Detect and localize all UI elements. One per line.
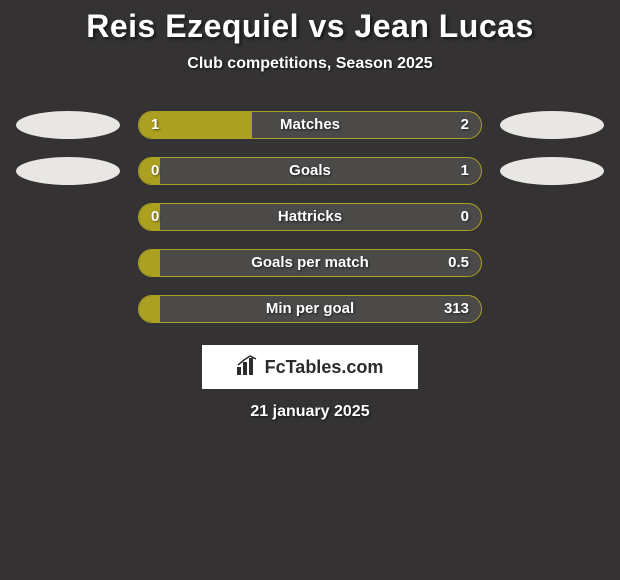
stat-label: Min per goal (139, 296, 481, 322)
spacer (16, 295, 120, 323)
branding-text: FcTables.com (265, 357, 384, 378)
date-label: 21 january 2025 (0, 403, 620, 421)
spacer (16, 203, 120, 231)
stat-bar: 01Goals (138, 157, 482, 185)
page-title: Reis Ezequiel vs Jean Lucas (0, 8, 620, 45)
stat-row: 00Hattricks (0, 203, 620, 231)
branding-box: FcTables.com (202, 345, 418, 389)
player-right-marker (500, 157, 604, 185)
player-left-marker (16, 157, 120, 185)
spacer (500, 249, 604, 277)
stat-label: Goals (139, 158, 481, 184)
stat-bar: 00Hattricks (138, 203, 482, 231)
stat-row: 12Matches (0, 111, 620, 139)
page-subtitle: Club competitions, Season 2025 (0, 55, 620, 73)
stat-row: 01Goals (0, 157, 620, 185)
spacer (16, 249, 120, 277)
stat-bar: 0.5Goals per match (138, 249, 482, 277)
player-left-marker (16, 111, 120, 139)
stat-bar: 12Matches (138, 111, 482, 139)
stat-row: 0.5Goals per match (0, 249, 620, 277)
comparison-container: Reis Ezequiel vs Jean Lucas Club competi… (0, 0, 620, 421)
spacer (500, 295, 604, 323)
stat-label: Hattricks (139, 204, 481, 230)
bar-chart-icon (237, 355, 259, 380)
stat-bar: 313Min per goal (138, 295, 482, 323)
stat-label: Matches (139, 112, 481, 138)
stat-label: Goals per match (139, 250, 481, 276)
stat-row: 313Min per goal (0, 295, 620, 323)
spacer (500, 203, 604, 231)
stat-rows: 12Matches 01Goals 00Hattricks 0.5Goals per … (0, 111, 620, 323)
player-right-marker (500, 111, 604, 139)
